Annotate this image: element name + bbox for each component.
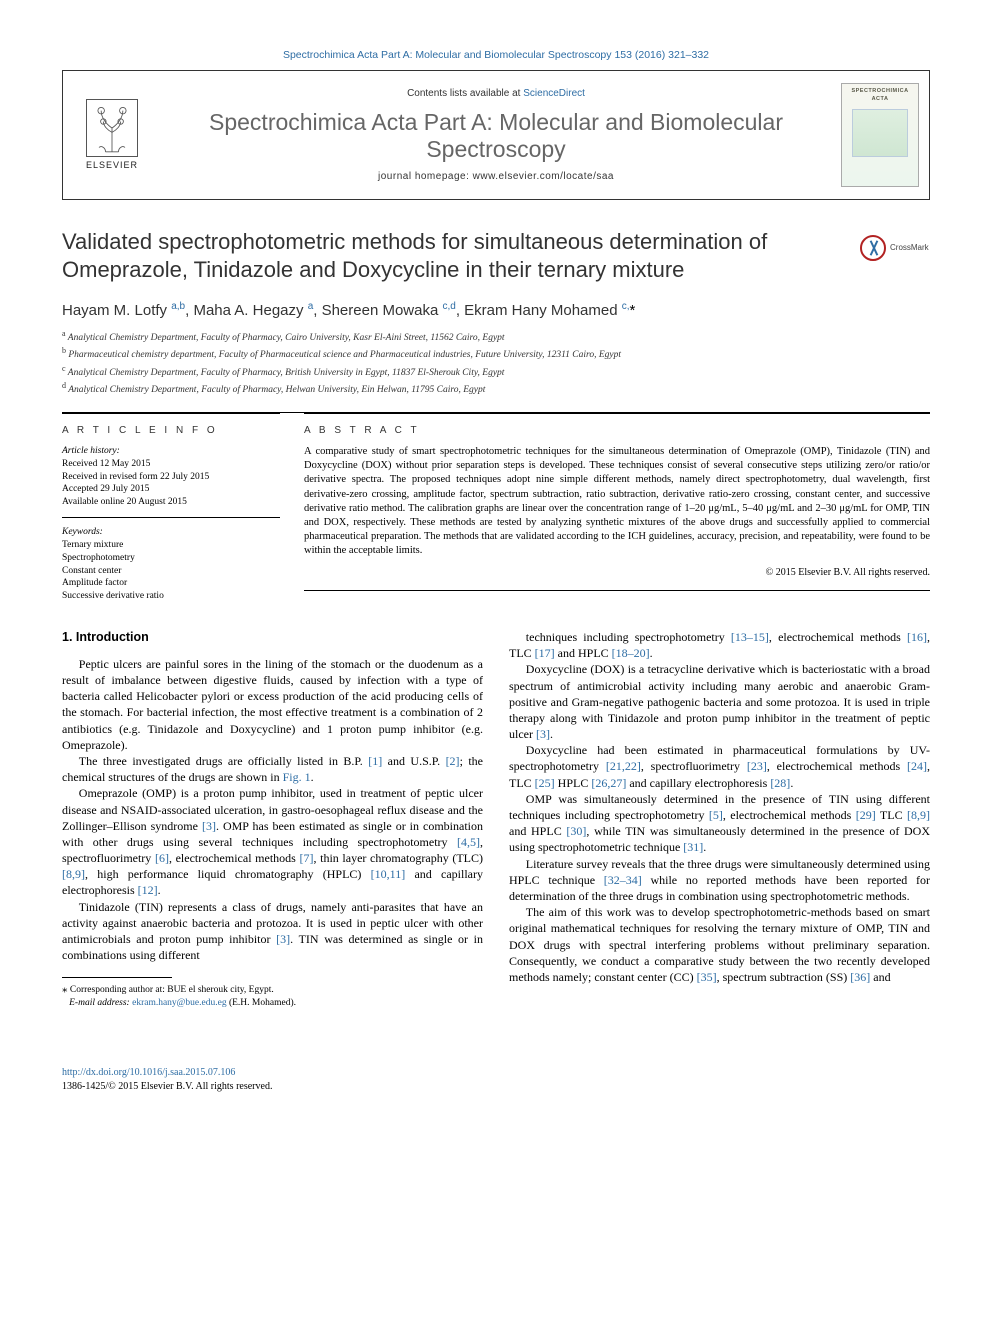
journal-citation[interactable]: Spectrochimica Acta Part A: Molecular an…: [62, 48, 930, 62]
journal-homepage-line: journal homepage: www.elsevier.com/locat…: [169, 170, 823, 184]
authors-line: Hayam M. Lotfy a,b, Maha A. Hegazy a, Sh…: [62, 300, 930, 321]
keyword-1: Spectrophotometry: [62, 552, 280, 565]
header-center: Contents lists available at ScienceDirec…: [161, 71, 831, 199]
elsevier-brand-label: ELSEVIER: [86, 159, 138, 171]
keyword-0: Ternary mixture: [62, 539, 280, 552]
page-footer: http://dx.doi.org/10.1016/j.saa.2015.07.…: [62, 1066, 930, 1093]
affiliations: a Analytical Chemistry Department, Facul…: [62, 328, 930, 398]
star-icon: ⁎: [62, 983, 68, 995]
journal-header-box: ELSEVIER Contents lists available at Sci…: [62, 70, 930, 200]
homepage-url[interactable]: www.elsevier.com/locate/saa: [473, 171, 614, 182]
affiliation-c: c Analytical Chemistry Department, Facul…: [62, 363, 930, 380]
crossmark-icon: [860, 235, 886, 261]
intro-para-3: Tinidazole (TIN) represents a class of d…: [62, 899, 483, 964]
cover-title-2: ACTA: [844, 96, 916, 103]
footnote-separator: [62, 977, 172, 978]
history-revised: Received in revised form 22 July 2015: [62, 471, 280, 484]
corresponding-email-link[interactable]: ekram.hany@bue.edu.eg: [132, 998, 226, 1008]
history-online: Available online 20 August 2015: [62, 496, 280, 509]
article-title: Validated spectrophotometric methods for…: [62, 228, 846, 284]
affiliation-d: d Analytical Chemistry Department, Facul…: [62, 380, 930, 397]
article-history-label: Article history:: [62, 445, 280, 458]
article-info-heading: A R T I C L E I N F O: [62, 424, 280, 438]
affiliation-b: b Pharmaceutical chemistry department, F…: [62, 345, 930, 362]
email-suffix: (E.H. Mohamed).: [227, 998, 296, 1008]
intro-para-6: Doxycycline had been estimated in pharma…: [509, 742, 930, 791]
crossmark-badge[interactable]: CrossMark: [860, 228, 930, 268]
doi-link[interactable]: http://dx.doi.org/10.1016/j.saa.2015.07.…: [62, 1067, 235, 1078]
article-info-column: A R T I C L E I N F O Article history: R…: [62, 413, 280, 603]
intro-para-8: Literature survey reveals that the three…: [509, 856, 930, 905]
affiliation-a-text: Analytical Chemistry Department, Faculty…: [68, 333, 505, 343]
homepage-label: journal homepage:: [378, 171, 473, 182]
intro-para-9: The aim of this work was to develop spec…: [509, 904, 930, 985]
abstract-column: A B S T R A C T A comparative study of s…: [304, 413, 930, 603]
intro-para-1: The three investigated drugs are officia…: [62, 753, 483, 785]
affiliation-b-text: Pharmaceutical chemistry department, Fac…: [68, 350, 621, 360]
abstract-copyright: © 2015 Elsevier B.V. All rights reserved…: [304, 566, 930, 580]
keyword-4: Successive derivative ratio: [62, 590, 280, 603]
history-received: Received 12 May 2015: [62, 458, 280, 471]
intro-para-0: Peptic ulcers are painful sores in the l…: [62, 656, 483, 753]
intro-para-2: Omeprazole (OMP) is a proton pump inhibi…: [62, 785, 483, 898]
journal-cover-thumbnail: SPECTROCHIMICA ACTA: [841, 83, 919, 187]
corresponding-text: Corresponding author at: BUE el sherouk …: [70, 985, 274, 995]
keyword-3: Amplitude factor: [62, 577, 280, 590]
intro-para-4: techniques including spectrophotometry […: [509, 629, 930, 661]
keywords-label: Keywords:: [62, 526, 280, 539]
history-accepted: Accepted 29 July 2015: [62, 483, 280, 496]
crossmark-label: CrossMark: [890, 243, 929, 254]
affiliation-d-text: Analytical Chemistry Department, Faculty…: [68, 385, 485, 395]
elsevier-tree-icon: [86, 99, 138, 157]
affiliation-a: a Analytical Chemistry Department, Facul…: [62, 328, 930, 345]
introduction-heading: 1. Introduction: [62, 629, 483, 646]
abstract-bottom-rule: [304, 590, 930, 591]
contents-prefix: Contents lists available at: [407, 88, 523, 99]
intro-para-5: Doxycycline (DOX) is a tetracycline deri…: [509, 661, 930, 742]
journal-cover-cell: SPECTROCHIMICA ACTA: [831, 71, 929, 199]
email-label: E-mail address:: [69, 998, 132, 1008]
abstract-text: A comparative study of smart spectrophot…: [304, 445, 930, 558]
intro-para-7: OMP was simultaneously determined in the…: [509, 791, 930, 856]
sciencedirect-link[interactable]: ScienceDirect: [523, 88, 585, 99]
body-two-columns: 1. Introduction Peptic ulcers are painfu…: [62, 629, 930, 1010]
abstract-heading: A B S T R A C T: [304, 424, 930, 438]
affiliation-c-text: Analytical Chemistry Department, Faculty…: [68, 368, 505, 378]
cover-title-1: SPECTROCHIMICA: [844, 88, 916, 95]
contents-lists-line: Contents lists available at ScienceDirec…: [169, 87, 823, 101]
elsevier-logo: ELSEVIER: [63, 71, 161, 199]
corresponding-author-footnote: ⁎ Corresponding author at: BUE el sherou…: [62, 982, 483, 1010]
issn-copyright-line: 1386-1425/© 2015 Elsevier B.V. All right…: [62, 1081, 272, 1092]
keyword-2: Constant center: [62, 565, 280, 578]
journal-name: Spectrochimica Acta Part A: Molecular an…: [169, 109, 823, 164]
